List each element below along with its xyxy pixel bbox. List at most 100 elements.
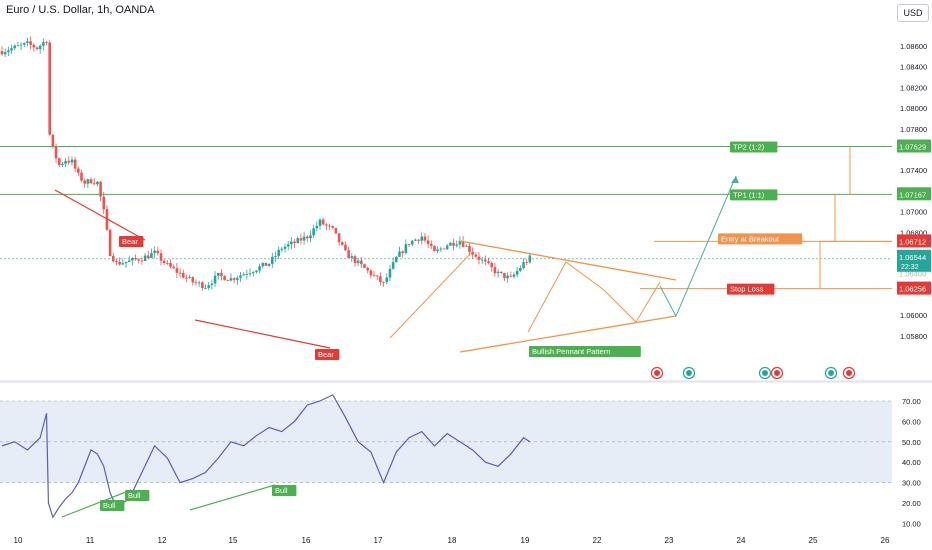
rsi-tick-label: 50.00 <box>902 438 921 447</box>
candle-body <box>490 263 494 268</box>
candle-body <box>16 45 20 47</box>
event-icon-dot <box>686 370 692 376</box>
x-tick-label: 24 <box>737 536 746 545</box>
candle-body <box>45 42 48 43</box>
candle-body <box>305 236 309 239</box>
candle-body <box>86 179 90 184</box>
candle-body <box>229 278 233 281</box>
rsi-tick-label: 10.00 <box>902 519 921 528</box>
candle-body <box>83 180 86 184</box>
candle-body <box>375 275 379 277</box>
candle-body <box>156 250 160 254</box>
candle-body <box>455 244 459 246</box>
bull-line-2 <box>189 484 276 511</box>
event-icon-dot <box>774 370 780 376</box>
tp1-price-tag: 1.07167 <box>899 190 926 199</box>
candle-body <box>280 248 284 250</box>
x-tick-label: 22 <box>593 536 602 545</box>
bull-label-2: Bull <box>128 491 141 500</box>
candle-body <box>210 283 214 286</box>
candle-body <box>318 219 322 226</box>
currency-button[interactable]: USD <box>897 4 929 22</box>
candle-body <box>143 255 147 261</box>
entry-label: Entry at Breakout <box>721 234 780 243</box>
pennant-label: Bullish Pennant Pattern <box>532 347 610 356</box>
candle-body <box>51 134 55 147</box>
candle-body <box>372 275 376 277</box>
bear-label-1-bg <box>119 236 144 247</box>
candle-body <box>423 236 427 241</box>
rsi-tick-label: 40.00 <box>902 458 921 467</box>
bull-label-3-bg <box>272 485 297 496</box>
candle-body <box>369 270 373 276</box>
candle-body <box>480 259 484 261</box>
candle-body <box>325 224 328 226</box>
candle-body <box>515 270 519 275</box>
candle-body <box>267 263 271 266</box>
price-tick-label: 1.07800 <box>900 125 927 134</box>
candle-body <box>115 261 118 263</box>
candle-body <box>118 261 121 265</box>
x-tick-label: 26 <box>881 536 890 545</box>
candle-body <box>96 181 99 185</box>
candle-body <box>194 282 198 284</box>
candle-body <box>108 229 112 257</box>
candle-body <box>410 240 414 245</box>
tp2-price-tag-bg <box>897 139 931 153</box>
candle-body <box>334 227 338 234</box>
price-tick-label: 1.07400 <box>900 166 927 175</box>
rsi-line <box>1 394 531 519</box>
candle-body <box>57 158 61 165</box>
tp1-price-tag-bg <box>897 187 931 201</box>
candle-body <box>353 256 357 264</box>
candle-body <box>309 235 312 239</box>
candle-body <box>344 244 347 251</box>
candle-body <box>245 274 249 275</box>
x-tick-label: 23 <box>665 536 674 545</box>
candle-body <box>159 253 163 261</box>
candle-body <box>89 179 93 184</box>
pennant-label-bg <box>529 346 641 357</box>
candle-body <box>271 256 274 264</box>
candle-body <box>391 262 395 269</box>
candle-body <box>204 287 207 289</box>
price-tick-label: 1.08200 <box>900 83 927 92</box>
entry-label-bg <box>718 233 803 245</box>
candle-body <box>347 250 350 258</box>
candle-body <box>461 241 465 247</box>
candle-body <box>188 277 191 278</box>
candle-body <box>436 249 439 252</box>
candle-body <box>162 260 166 263</box>
x-tick-label: 16 <box>302 536 311 545</box>
candle-body <box>417 239 420 241</box>
x-tick-label: 19 <box>521 536 530 545</box>
candle-body <box>499 271 503 273</box>
candle-body <box>360 260 363 265</box>
candle-body <box>395 256 398 263</box>
stop-label-bg <box>727 283 775 295</box>
current-price-tag-bg <box>897 249 931 272</box>
candle-body <box>213 275 217 284</box>
candle-body <box>426 240 430 245</box>
candle-body <box>286 244 290 247</box>
candle-body <box>445 245 449 250</box>
stop-price-tag: 1.06256 <box>899 285 926 294</box>
candle-body <box>442 248 446 250</box>
event-icon-dot <box>654 370 660 376</box>
candle-body <box>99 181 102 197</box>
candle-body <box>509 275 513 277</box>
price-tick-label: 1.08000 <box>900 104 927 113</box>
candle-body <box>80 172 83 181</box>
candle-body <box>385 277 389 283</box>
bull-label-2-bg <box>125 490 150 501</box>
candle-body <box>328 225 331 227</box>
candle-body <box>404 244 408 254</box>
candle-body <box>449 242 452 246</box>
candle-body <box>484 259 487 262</box>
candle-body <box>0 51 4 55</box>
price-tick-label: 1.08400 <box>900 63 927 72</box>
rsi-tick-label: 30.00 <box>902 479 921 488</box>
bull-line-1 <box>61 489 132 518</box>
